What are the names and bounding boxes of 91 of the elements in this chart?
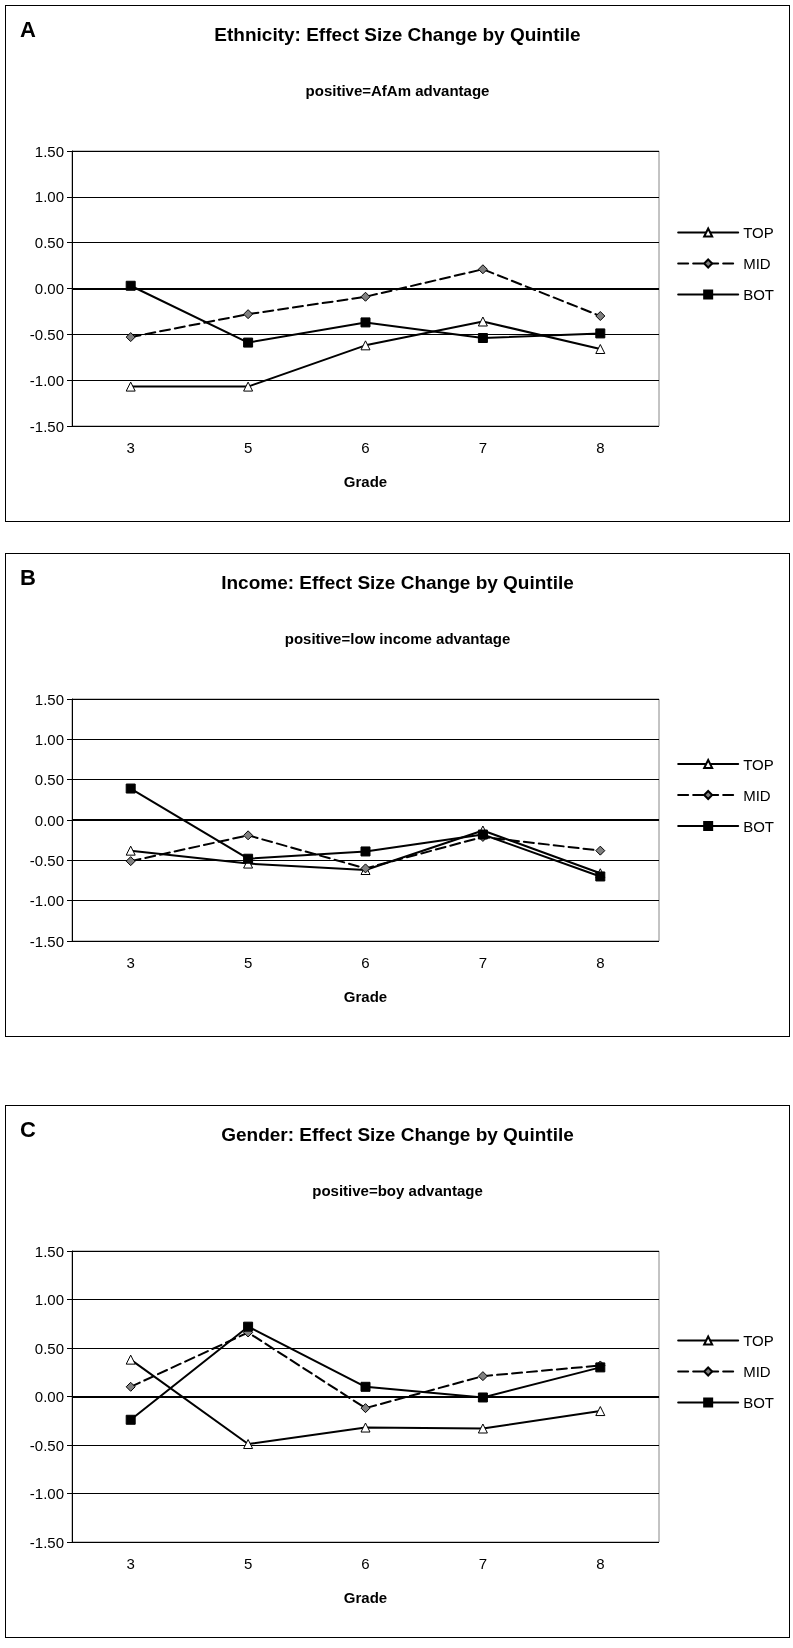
x-tick-label: 6 — [361, 439, 370, 456]
x-axis-title: Grade — [343, 1589, 388, 1606]
point — [595, 845, 606, 856]
x-tick-label: 3 — [126, 439, 135, 456]
point — [477, 1423, 488, 1434]
y-tick-label: -1.50 — [29, 1533, 64, 1551]
y-tick-label: 1.50 — [34, 690, 64, 708]
point — [243, 381, 254, 392]
text: C — [20, 1116, 36, 1142]
point — [360, 1403, 371, 1414]
legend-label: MID — [743, 255, 771, 272]
y-tick-label: 1.00 — [34, 188, 64, 206]
chart-title: Income: Effect Size Change by Quintile — [221, 572, 574, 593]
point — [243, 853, 254, 864]
y-tick-label: -1.00 — [29, 892, 64, 910]
point — [477, 1371, 488, 1382]
text: B — [20, 564, 36, 590]
y-tick-label: -1.50 — [29, 932, 64, 950]
point — [360, 317, 371, 328]
legend-label: TOP — [743, 224, 774, 241]
y-tick-label: 0.00 — [34, 811, 64, 829]
point — [477, 1392, 488, 1403]
legend-label: BOT — [743, 1394, 775, 1411]
point — [477, 264, 488, 275]
y-tick-label: 0.00 — [34, 280, 64, 297]
y-tick-label: -1.00 — [29, 1485, 64, 1502]
x-tick-label: 5 — [243, 1555, 253, 1572]
y-tick-label: -0.50 — [29, 325, 64, 343]
legend-label: BOT — [743, 286, 775, 303]
point — [243, 309, 254, 320]
x-tick-label: 5 — [243, 439, 253, 456]
x-tick-label: 7 — [478, 954, 488, 971]
chart-subtitle: positive=boy advantage — [312, 1182, 483, 1199]
y-tick-label: 0.50 — [34, 1339, 64, 1357]
point — [595, 311, 606, 321]
x-tick-label: 3 — [126, 1555, 135, 1572]
point — [243, 337, 254, 348]
x-tick-label: 8 — [596, 1555, 605, 1572]
point — [360, 291, 371, 302]
point — [595, 328, 606, 339]
y-tick-label: -0.50 — [29, 851, 64, 869]
point — [125, 783, 136, 794]
x-tick-label: 6 — [361, 1555, 370, 1572]
y-tick-label: 0.00 — [34, 1388, 64, 1405]
legend-label: MID — [743, 1363, 771, 1380]
chart-subtitle: positive=AfAm advantage — [305, 82, 490, 99]
point — [360, 340, 371, 351]
y-tick-label: -0.50 — [29, 1436, 64, 1454]
y-tick-label: 1.00 — [34, 730, 64, 748]
point — [243, 1439, 254, 1450]
y-tick-label: 1.50 — [34, 1242, 64, 1260]
chart-title: Ethnicity: Effect Size Change by Quintile — [214, 24, 581, 45]
x-tick-label: 8 — [596, 954, 605, 971]
legend-label: MID — [743, 786, 771, 804]
x-tick-label: 6 — [361, 954, 370, 971]
x-tick-label: 7 — [478, 1555, 488, 1572]
x-tick-label: 7 — [478, 439, 488, 456]
y-tick-label: 0.50 — [34, 771, 64, 789]
point — [595, 1406, 606, 1417]
point — [125, 856, 136, 867]
text: A — [20, 16, 36, 42]
chart-title: Gender: Effect Size Change by Quintile — [221, 1124, 574, 1145]
y-tick-label: -1.50 — [29, 417, 64, 435]
point — [477, 333, 488, 343]
point — [125, 381, 136, 392]
x-tick-label: 8 — [596, 439, 605, 456]
chart-subtitle: positive=low income advantage — [284, 630, 511, 647]
point — [477, 316, 488, 327]
point — [243, 830, 254, 841]
legend-label: TOP — [743, 755, 774, 773]
point — [360, 1422, 371, 1433]
point — [125, 1414, 136, 1425]
point — [595, 344, 606, 354]
point — [125, 280, 136, 291]
x-axis-title: Grade — [343, 473, 388, 490]
point — [125, 1354, 136, 1365]
y-tick-label: 1.50 — [34, 142, 64, 160]
y-tick-label: 1.00 — [34, 1291, 64, 1308]
point — [243, 1321, 254, 1332]
point — [125, 332, 136, 343]
x-tick-label: 3 — [126, 954, 135, 971]
point — [360, 1381, 371, 1392]
x-axis-title: Grade — [343, 988, 388, 1005]
point — [360, 846, 371, 857]
y-tick-label: -1.00 — [29, 371, 64, 389]
point — [125, 845, 136, 856]
y-tick-label: 0.50 — [34, 234, 64, 252]
point — [125, 1381, 136, 1392]
legend-label: BOT — [743, 817, 775, 835]
x-tick-label: 5 — [243, 954, 253, 971]
legend-label: TOP — [743, 1332, 774, 1349]
